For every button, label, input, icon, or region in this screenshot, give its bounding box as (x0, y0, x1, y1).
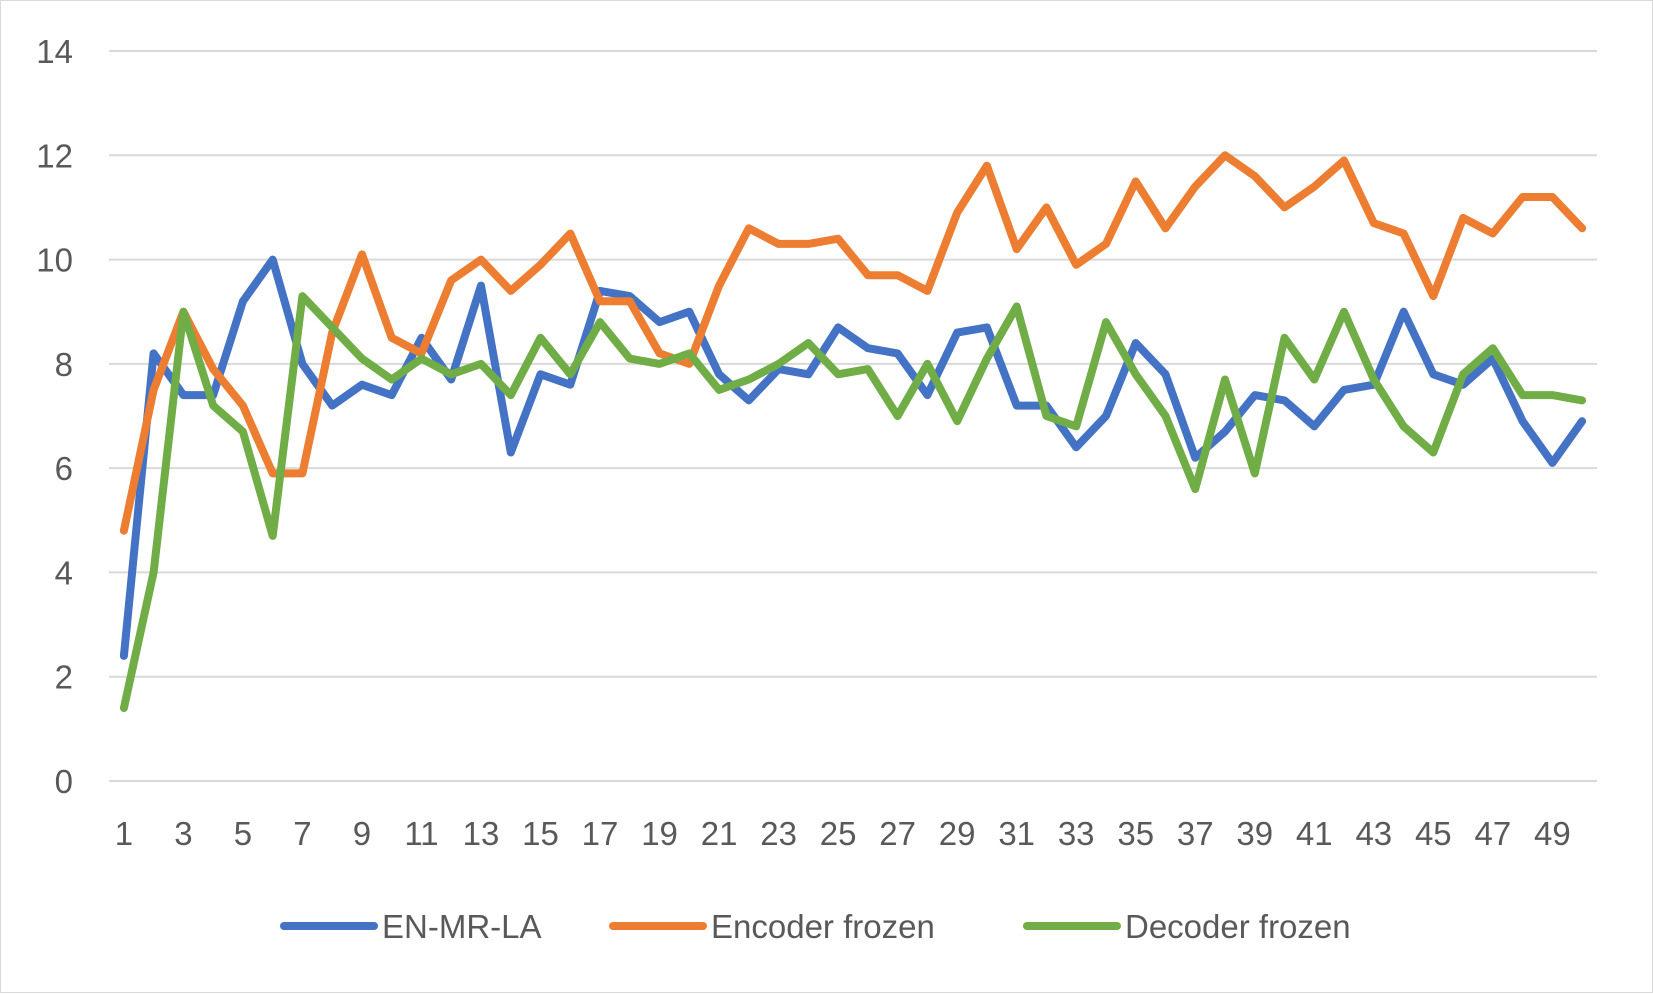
x-tick-label: 49 (1534, 815, 1571, 852)
x-tick-label: 5 (234, 815, 252, 852)
gridlines (109, 50, 1597, 782)
y-tick-label: 14 (36, 33, 73, 70)
x-tick-label: 9 (353, 815, 371, 852)
y-axis-tick-labels: 0 2 4 6 8 10 12 14 (36, 33, 73, 800)
x-tick-label: 19 (641, 815, 678, 852)
x-tick-label: 17 (582, 815, 619, 852)
legend-label-encoder-frozen: Encoder frozen (711, 908, 935, 945)
x-tick-label: 3 (174, 815, 192, 852)
x-tick-label: 29 (939, 815, 976, 852)
y-tick-label: 12 (36, 137, 73, 174)
x-tick-label: 39 (1236, 815, 1273, 852)
x-tick-label: 7 (293, 815, 311, 852)
y-tick-label: 4 (55, 554, 73, 591)
x-tick-label: 41 (1296, 815, 1333, 852)
x-tick-label: 1 (115, 815, 133, 852)
y-tick-label: 0 (55, 763, 73, 800)
series-line-en-mr-la (119, 255, 1587, 660)
x-tick-label: 35 (1117, 815, 1154, 852)
y-tick-label: 2 (55, 659, 73, 696)
x-tick-label: 43 (1355, 815, 1392, 852)
x-tick-label: 11 (404, 815, 438, 852)
legend: EN-MR-LA Encoder frozen Decoder frozen (280, 908, 1351, 945)
x-tick-label: 23 (760, 815, 797, 852)
y-tick-label: 6 (55, 450, 73, 487)
x-tick-label: 25 (820, 815, 857, 852)
y-tick-label: 10 (36, 242, 73, 279)
series-line-decoder-frozen (119, 292, 1587, 712)
series-lines (119, 151, 1587, 712)
y-tick-label: 8 (55, 346, 73, 383)
legend-label-decoder-frozen: Decoder frozen (1125, 908, 1351, 945)
x-tick-label: 37 (1177, 815, 1214, 852)
x-tick-label: 13 (463, 815, 500, 852)
x-tick-label: 27 (879, 815, 916, 852)
x-tick-label: 45 (1415, 815, 1452, 852)
x-tick-label: 31 (998, 815, 1035, 852)
x-tick-label: 47 (1474, 815, 1511, 852)
legend-label-en-mr-la: EN-MR-LA (382, 908, 542, 945)
x-tick-label: 33 (1058, 815, 1095, 852)
series-line-encoder-frozen (119, 151, 1587, 535)
x-axis-tick-labels: 1 3 5 7 9 11 13 15 17 19 21 23 25 27 29 31 33 35 37 39 41 43 4… (115, 815, 1571, 852)
x-tick-label: 21 (701, 815, 738, 852)
x-tick-label: 15 (522, 815, 559, 852)
